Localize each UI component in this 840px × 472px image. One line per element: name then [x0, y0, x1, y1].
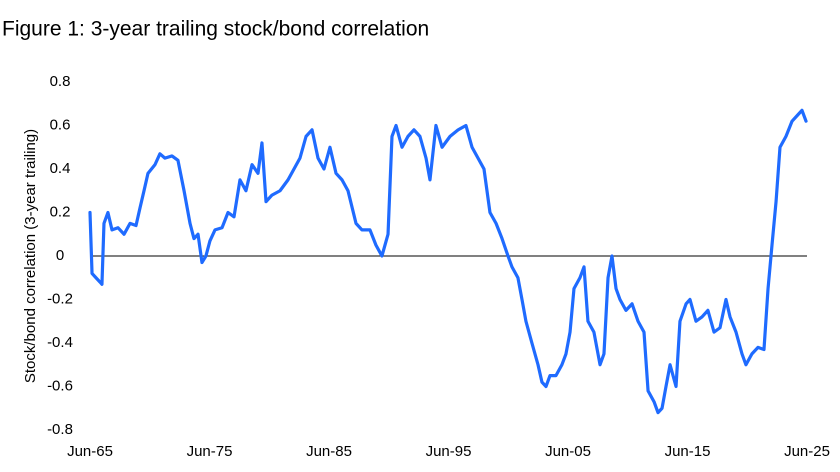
- y-tick-label: -0.8: [47, 421, 73, 438]
- y-tick-label: 0.8: [50, 73, 71, 90]
- chart-title: Figure 1: 3-year trailing stock/bond cor…: [2, 18, 429, 41]
- y-tick-label: 0.2: [50, 203, 71, 220]
- x-tick-label: Jun-95: [426, 443, 472, 460]
- x-tick-label: Jun-25: [784, 443, 830, 460]
- y-tick-label: 0.4: [50, 160, 71, 177]
- y-tick-label: -0.2: [47, 290, 73, 307]
- y-tick-label: -0.6: [47, 377, 73, 394]
- data-line: [88, 108, 808, 415]
- y-tick-label: -0.4: [47, 334, 73, 351]
- x-tick-label: Jun-85: [306, 443, 352, 460]
- x-tick-label: Jun-15: [665, 443, 711, 460]
- x-tick-label: Jun-05: [545, 443, 591, 460]
- x-tick-label: Jun-75: [187, 443, 233, 460]
- y-axis-label: Stock/bond correlation (3-year trailing): [22, 129, 39, 383]
- x-tick-label: Jun-65: [67, 443, 113, 460]
- y-tick-label: 0.6: [50, 116, 71, 133]
- y-tick-label: 0: [56, 247, 64, 264]
